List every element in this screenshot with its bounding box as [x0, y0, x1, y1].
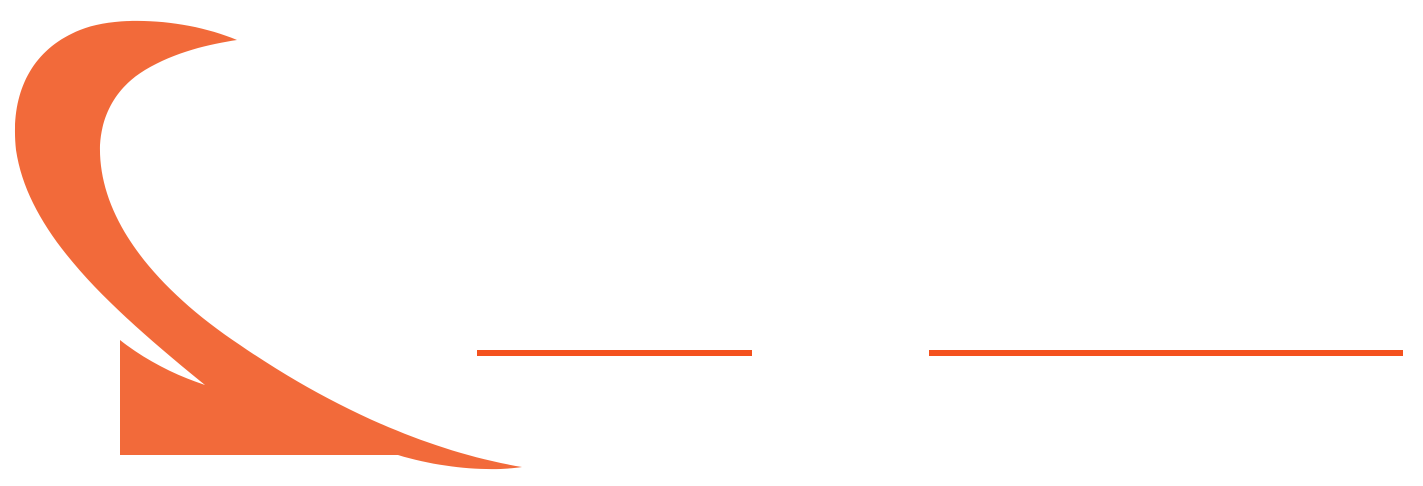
divider-left-rule [477, 350, 752, 356]
swoosh-arrow-icon [14, 20, 523, 470]
swoosh-shape [14, 20, 523, 470]
divider-right-rule [929, 350, 1403, 356]
